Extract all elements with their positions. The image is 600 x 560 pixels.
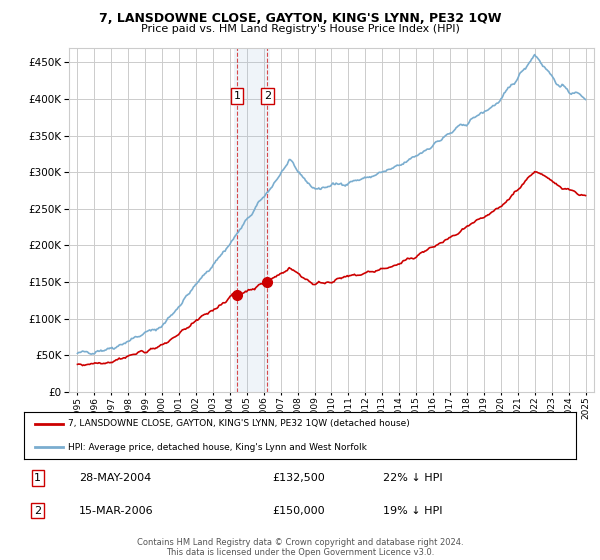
- Text: Contains HM Land Registry data © Crown copyright and database right 2024.
This d: Contains HM Land Registry data © Crown c…: [137, 538, 463, 557]
- Text: 7, LANSDOWNE CLOSE, GAYTON, KING'S LYNN, PE32 1QW: 7, LANSDOWNE CLOSE, GAYTON, KING'S LYNN,…: [99, 12, 501, 25]
- Text: Price paid vs. HM Land Registry's House Price Index (HPI): Price paid vs. HM Land Registry's House …: [140, 24, 460, 34]
- Text: 1: 1: [233, 91, 241, 101]
- Text: 22% ↓ HPI: 22% ↓ HPI: [383, 473, 442, 483]
- Bar: [234, 48, 270, 392]
- Text: £132,500: £132,500: [272, 473, 325, 483]
- Text: 15-MAR-2006: 15-MAR-2006: [79, 506, 154, 516]
- Text: HPI: Average price, detached house, King's Lynn and West Norfolk: HPI: Average price, detached house, King…: [68, 443, 367, 452]
- Text: 7, LANSDOWNE CLOSE, GAYTON, KING'S LYNN, PE32 1QW (detached house): 7, LANSDOWNE CLOSE, GAYTON, KING'S LYNN,…: [68, 419, 410, 428]
- Text: 2: 2: [34, 506, 41, 516]
- Text: 28-MAY-2004: 28-MAY-2004: [79, 473, 151, 483]
- Text: 2: 2: [264, 91, 271, 101]
- Text: 19% ↓ HPI: 19% ↓ HPI: [383, 506, 442, 516]
- Text: 1: 1: [34, 473, 41, 483]
- Text: £150,000: £150,000: [272, 506, 325, 516]
